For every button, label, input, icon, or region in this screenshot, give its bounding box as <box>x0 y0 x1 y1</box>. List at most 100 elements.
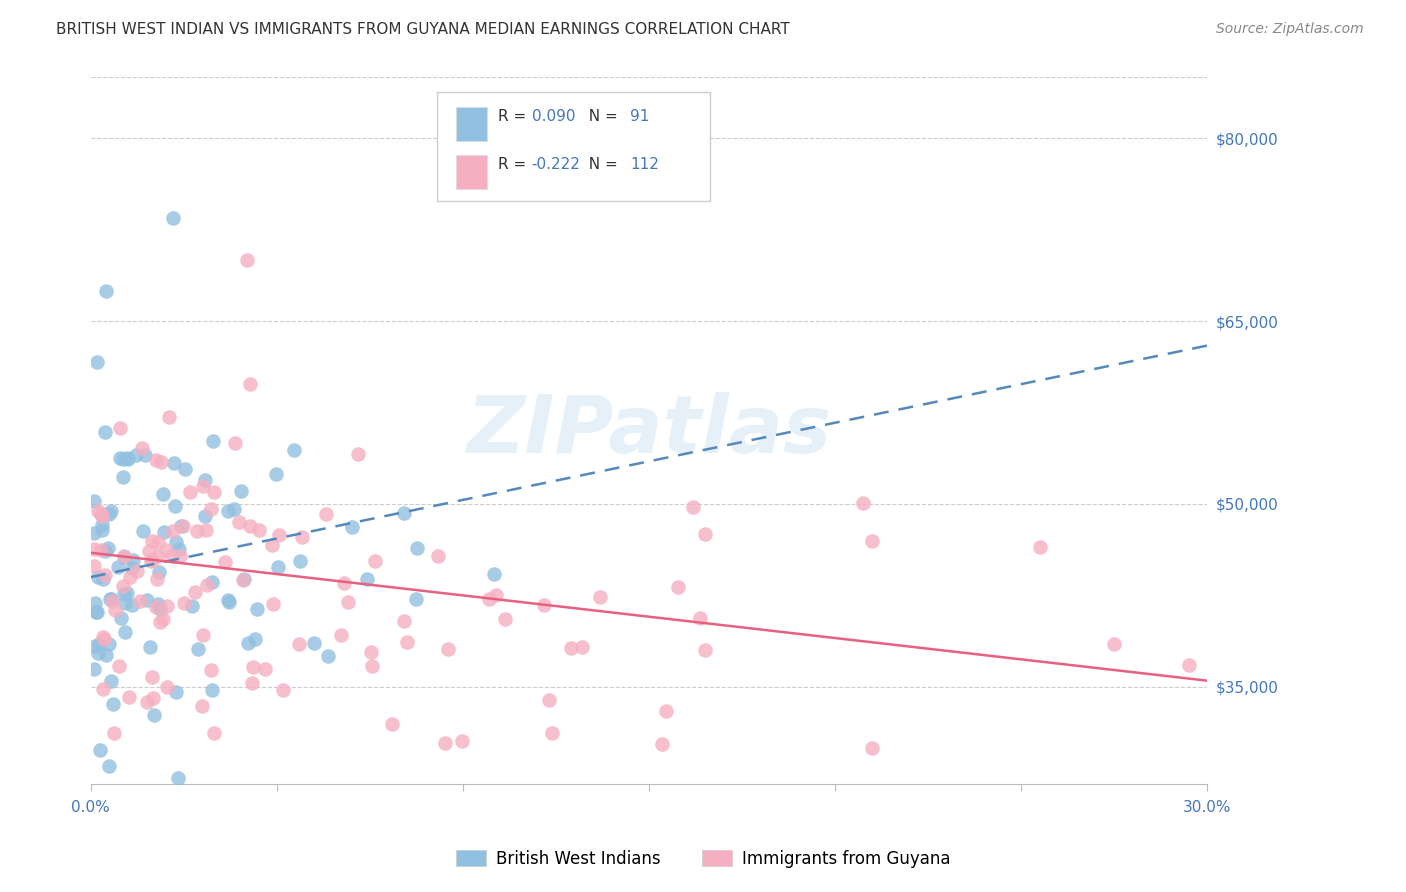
Point <box>172 519 194 533</box>
Point <box>98 759 121 773</box>
Point <box>110 611 132 625</box>
Point <box>100 591 122 606</box>
Point <box>394 506 416 520</box>
Point <box>107 560 129 574</box>
Point <box>356 572 378 586</box>
Point <box>336 595 359 609</box>
Point <box>162 211 184 225</box>
Point <box>145 453 167 467</box>
Point <box>112 587 135 601</box>
Point <box>141 534 163 549</box>
Point <box>87 646 110 660</box>
Point <box>589 591 612 605</box>
Point <box>316 648 339 663</box>
Point <box>83 541 105 556</box>
Point <box>1102 637 1125 651</box>
Point <box>165 499 187 513</box>
Point <box>90 509 112 524</box>
Point <box>98 637 121 651</box>
Point <box>141 553 163 567</box>
Point <box>689 611 711 625</box>
Point <box>112 550 135 565</box>
Point <box>666 580 689 594</box>
Point <box>100 673 122 688</box>
Point <box>191 698 214 713</box>
Text: R =: R = <box>498 109 531 124</box>
Text: Source: ZipAtlas.com: Source: ZipAtlas.com <box>1216 22 1364 37</box>
Point <box>249 523 271 537</box>
Point <box>149 615 172 629</box>
Point <box>214 555 236 569</box>
Point <box>89 637 111 651</box>
Point <box>267 528 290 542</box>
Point <box>340 520 363 534</box>
Point <box>120 569 142 583</box>
Text: ZIPatlas: ZIPatlas <box>467 392 831 470</box>
Text: N =: N = <box>579 157 623 172</box>
Point <box>98 507 121 521</box>
Point <box>236 635 259 649</box>
Point <box>104 603 127 617</box>
Point <box>291 530 314 544</box>
Point <box>114 596 136 610</box>
Point <box>315 507 337 521</box>
Point <box>96 648 118 663</box>
Point <box>200 502 222 516</box>
Point <box>86 355 108 369</box>
Point <box>93 543 115 558</box>
Point <box>426 549 449 564</box>
Point <box>91 572 114 586</box>
Point <box>173 596 195 610</box>
Point <box>174 462 197 476</box>
Point <box>91 518 114 533</box>
Point <box>97 541 120 555</box>
Point <box>231 484 253 499</box>
Point <box>392 614 415 628</box>
Point <box>134 448 156 462</box>
Point <box>111 470 134 484</box>
Text: N =: N = <box>579 109 623 124</box>
Text: 112: 112 <box>630 157 659 172</box>
Point <box>538 692 561 706</box>
FancyBboxPatch shape <box>456 155 486 189</box>
Point <box>83 662 105 676</box>
Point <box>148 566 170 580</box>
Point <box>860 740 883 755</box>
Point <box>651 737 673 751</box>
Point <box>96 284 118 298</box>
FancyBboxPatch shape <box>437 92 710 201</box>
Point <box>533 598 555 612</box>
Point <box>333 575 356 590</box>
Point <box>330 628 353 642</box>
Point <box>115 586 138 600</box>
Point <box>89 742 111 756</box>
Point <box>136 593 159 607</box>
Point <box>179 484 201 499</box>
FancyBboxPatch shape <box>456 107 486 141</box>
Point <box>262 597 284 611</box>
Point <box>111 452 134 467</box>
Point <box>288 636 311 650</box>
Point <box>153 524 176 539</box>
Point <box>150 455 173 469</box>
Point <box>184 584 207 599</box>
Point <box>264 467 287 481</box>
Point <box>262 538 284 552</box>
Point <box>121 561 143 575</box>
Point <box>155 542 177 557</box>
Point <box>224 436 246 450</box>
Point <box>194 473 217 487</box>
Point <box>94 425 117 440</box>
Point <box>167 541 190 556</box>
Point <box>100 504 122 518</box>
Point <box>201 574 224 589</box>
Point <box>152 612 174 626</box>
Point <box>243 632 266 646</box>
Point <box>156 599 179 613</box>
Point <box>160 549 183 563</box>
Point <box>125 565 148 579</box>
Point <box>146 597 169 611</box>
Point <box>253 662 276 676</box>
Point <box>163 456 186 470</box>
Point <box>222 501 245 516</box>
